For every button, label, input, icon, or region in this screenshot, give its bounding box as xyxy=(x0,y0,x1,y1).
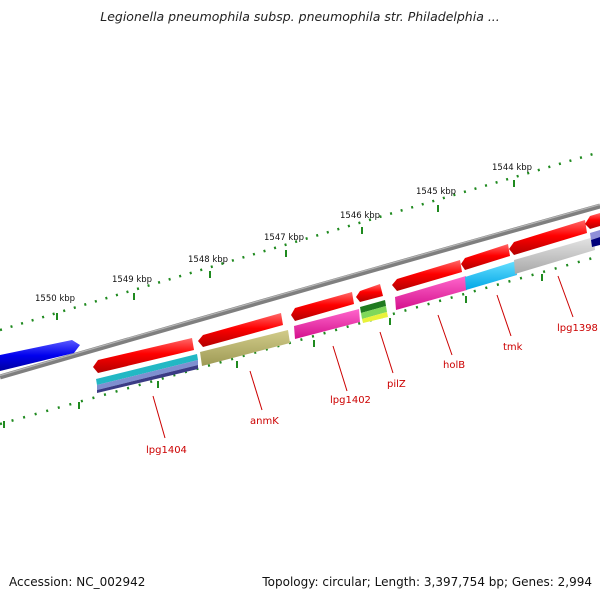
gene-label-lpg1402[interactable]: lpg1402 xyxy=(330,395,371,406)
scale-label-1549kbp: 1549 kbp xyxy=(112,275,152,285)
accession-text: Accession: NC_002942 xyxy=(9,575,146,589)
scale-label-1544kbp: 1544 kbp xyxy=(492,163,532,173)
scale-arc-inner xyxy=(0,254,600,428)
gene-block-anmK[interactable] xyxy=(198,313,283,347)
forward-genes xyxy=(93,213,600,373)
scale-label-1546kbp: 1546 kbp xyxy=(340,211,380,221)
genome-summary-text: Topology: circular; Length: 3,397,754 bp… xyxy=(262,575,592,589)
gene-block-lpg1398[interactable] xyxy=(509,220,587,255)
scale-label-1547kbp: 1547 kbp xyxy=(264,233,304,243)
scale-label-1548kbp: 1548 kbp xyxy=(188,255,228,265)
gene-label-pilZ[interactable]: pilZ xyxy=(387,379,406,390)
gene-label-lpg1404[interactable]: lpg1404 xyxy=(146,445,187,456)
scale-label-1545kbp: 1545 kbp xyxy=(416,187,456,197)
gene-block-lpg1404[interactable] xyxy=(93,338,194,373)
gene-label-lpg1398[interactable]: lpg1398 xyxy=(557,323,598,334)
gene-block-next[interactable] xyxy=(585,213,600,229)
map-title: Legionella pneumophila subsp. pneumophil… xyxy=(100,9,500,24)
scale-label-1550kbp: 1550 kbp xyxy=(35,294,75,304)
gene-label-anmK[interactable]: anmK xyxy=(250,416,279,427)
gene-block-holB[interactable] xyxy=(392,260,462,291)
genome-backbone xyxy=(0,203,600,380)
gene-label-tmk[interactable]: tmk xyxy=(503,342,523,353)
gene-label-holB[interactable]: holB xyxy=(443,360,465,371)
gene-block-tmk[interactable] xyxy=(461,244,510,270)
gene-block-lpg1402[interactable] xyxy=(291,292,354,321)
gene-block-blue[interactable] xyxy=(0,340,80,371)
label-leader-lines xyxy=(152,275,574,439)
function-bands xyxy=(96,230,600,393)
gene-block-pilZ[interactable] xyxy=(356,284,383,302)
scale-arc-outer xyxy=(0,150,600,332)
